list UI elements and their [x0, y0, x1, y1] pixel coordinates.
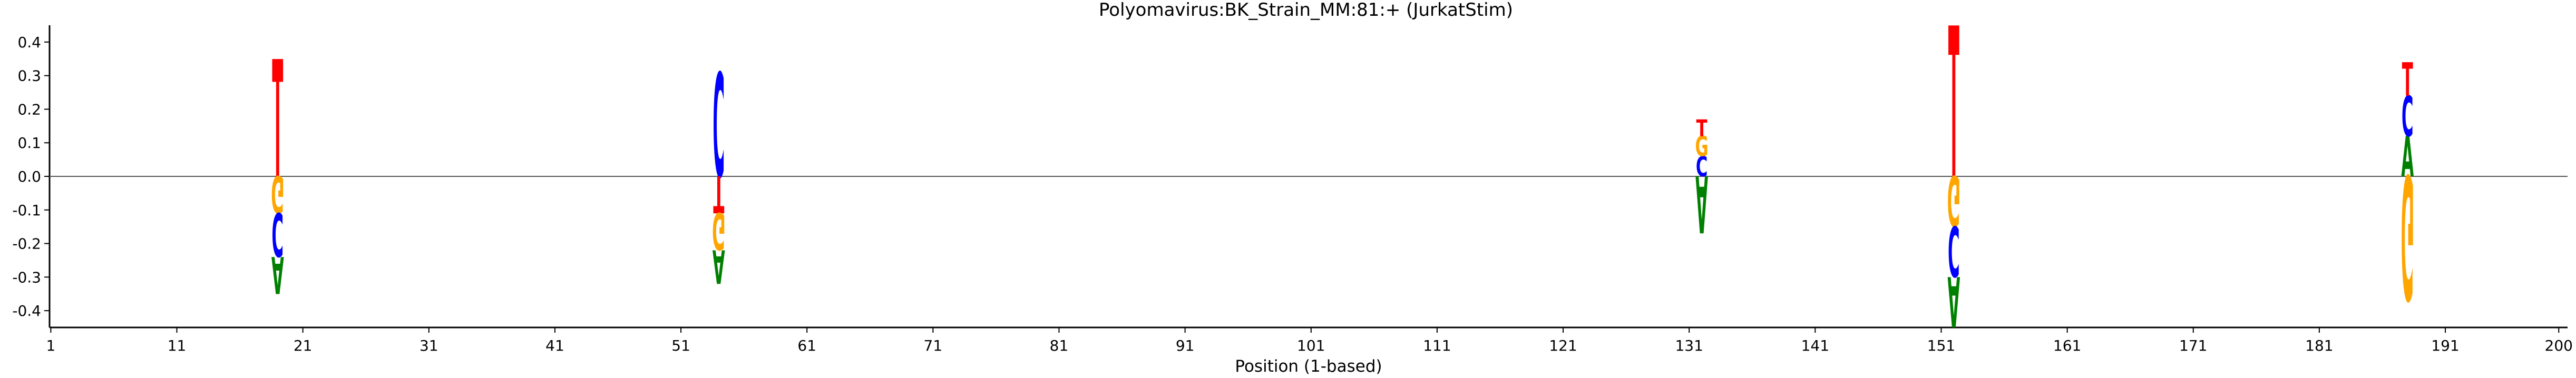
x-tick-label: 161	[2053, 337, 2081, 354]
plot-area: -0.4-0.3-0.2-0.10.00.10.20.30.4 1 11 21 31 4…	[12, 0, 2573, 354]
x-tick-label: 21	[294, 337, 313, 354]
chart-title: Polyomavirus:BK_Strain_MM:81:+ (JurkatSt…	[1099, 0, 1513, 21]
logo-letter-C: C	[1948, 210, 1960, 290]
x-tick-label: 51	[671, 337, 690, 354]
y-axis-ticks: -0.4 -0.3 -0.2 -0.1 0.0 0.1 0.2 0.3 0.4	[12, 34, 50, 320]
x-axis-ticks: 1 11 21 31 41 51 61 71 81 91 101 111 121 131 141 151 161…	[46, 327, 2573, 354]
logo-letter-glyph: A	[1695, 157, 1708, 248]
logo-letter-A: A	[713, 239, 725, 292]
logo-letter-glyph: A	[271, 245, 284, 304]
x-tick-label: 31	[419, 337, 438, 354]
logo-letter-G: G	[1947, 160, 1960, 239]
x-tick-label: 11	[168, 337, 187, 354]
logo-letter-A: A	[1695, 157, 1708, 248]
x-tick-label: 1	[46, 337, 55, 354]
y-tick-label: 0.3	[17, 67, 41, 85]
logo-letter-glyph: G	[1695, 131, 1708, 163]
x-tick-label: 200	[2545, 337, 2573, 354]
y-tick-label: 0.4	[17, 34, 41, 51]
y-tick-label: -0.4	[12, 302, 41, 320]
logo-letter-glyph: C	[713, 45, 725, 211]
logo-letter-A: A	[271, 245, 284, 304]
x-tick-label: 81	[1050, 337, 1069, 354]
logo-letter-A: A	[2401, 126, 2414, 190]
x-tick-label: 171	[2179, 337, 2207, 354]
logo-letter-C: C	[2402, 85, 2414, 150]
x-tick-label: 111	[1423, 337, 1451, 354]
x-tick-label: 191	[2431, 337, 2459, 354]
x-tick-label: 131	[1675, 337, 1703, 354]
y-tick-label: -0.2	[12, 235, 41, 253]
logo-letter-glyph: A	[2401, 126, 2414, 190]
y-tick-label: -0.1	[12, 202, 41, 219]
logo-letter-A: A	[1947, 261, 1960, 340]
logo-letter-G: G	[1695, 131, 1708, 163]
logo-letter-C: C	[713, 45, 725, 211]
logo-letter-glyph: G	[271, 164, 284, 223]
x-tick-label: 151	[1927, 337, 1955, 354]
y-tick-label: 0.2	[17, 101, 41, 118]
y-tick-label: 0.1	[17, 134, 41, 152]
logo-letter-glyph: T	[1696, 115, 1707, 142]
logo-letter-glyph: C	[1696, 151, 1708, 183]
logo-letter-glyph: C	[2402, 85, 2414, 150]
logo-letter-glyph: T	[2402, 54, 2413, 107]
x-tick-label: 101	[1297, 337, 1325, 354]
logo-letter-glyph: A	[1947, 261, 1960, 340]
logo-letter-T: T	[272, 27, 283, 215]
logo-letter-glyph: A	[713, 239, 725, 292]
x-tick-label: 41	[545, 337, 564, 354]
logo-letter-glyph: T	[272, 27, 283, 215]
logo-letter-C: C	[272, 199, 284, 268]
x-tick-label: 121	[1549, 337, 1577, 354]
logo-letter-G: G	[712, 201, 725, 260]
logo-letter-glyph: C	[1948, 210, 1960, 290]
logo-letter-G: G	[2401, 136, 2414, 334]
x-tick-label: 91	[1176, 337, 1195, 354]
y-tick-label: 0.0	[17, 168, 41, 185]
logo-letter-glyph: T	[713, 164, 724, 223]
logo-letter-T: T	[2402, 54, 2413, 107]
x-tick-label: 71	[924, 337, 943, 354]
logo-letter-glyph: C	[272, 199, 284, 268]
x-tick-label: 181	[2305, 337, 2333, 354]
x-tick-label: 141	[1801, 337, 1829, 354]
logo-letter-glyph: G	[1947, 160, 1960, 239]
logo-letter-T: T	[1696, 115, 1707, 142]
x-tick-label: 61	[797, 337, 816, 354]
logo-letter-glyph: G	[712, 201, 725, 260]
logo-letter-T: T	[713, 164, 724, 223]
logo-letter-glyph: G	[2401, 136, 2414, 334]
logo-letter-G: G	[271, 164, 284, 223]
logo-letter-glyph: T	[1948, 0, 1959, 225]
logo-letter-C: C	[1696, 151, 1708, 183]
logo-letter-T: T	[1948, 0, 1959, 225]
y-tick-label: -0.3	[12, 268, 41, 286]
x-axis-label: Position (1-based)	[1235, 357, 1382, 376]
